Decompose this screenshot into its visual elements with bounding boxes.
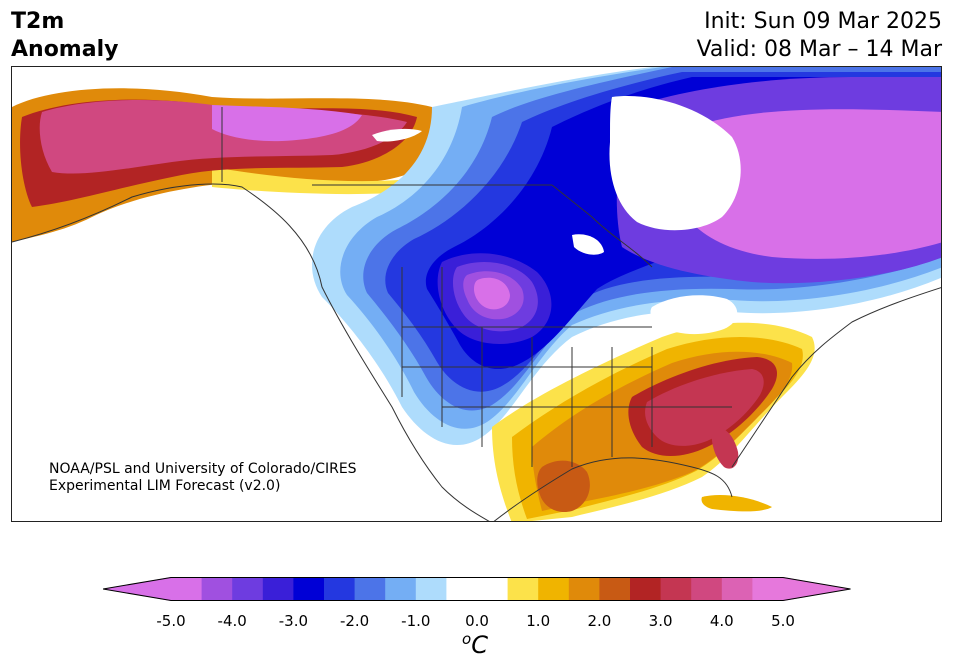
cold-anomaly-center	[474, 277, 510, 310]
gulf-coast	[493, 457, 733, 521]
coastline-west	[12, 183, 490, 521]
anomaly-map	[11, 66, 942, 522]
colorbar-segment	[385, 577, 417, 601]
forecast-dates: Init: Sun 09 Mar 2025 Valid: 08 Mar – 14…	[697, 8, 942, 64]
colorbar-tick-label: -4.0	[217, 612, 247, 630]
colorbar-segment	[324, 577, 356, 601]
colorbar-unit: oC	[462, 630, 488, 659]
credit-line-1: NOAA/PSL and University of Colorado/CIRE…	[49, 461, 357, 477]
colorbar-segment	[171, 577, 203, 601]
colorbar-segment	[477, 577, 509, 601]
credit-line-2: Experimental LIM Forecast (v2.0)	[49, 478, 281, 494]
colorbar-outline	[103, 577, 851, 601]
colorbar-segment	[691, 577, 723, 601]
colorbar-segment	[538, 577, 570, 601]
warm-anomaly-cuba	[701, 495, 772, 512]
colorbar-segment	[507, 577, 539, 601]
canada-us-border	[312, 184, 653, 268]
colorbar-segment	[752, 577, 784, 601]
colorbar-tick-label: -1.0	[401, 612, 431, 630]
colorbar-segment	[232, 577, 264, 601]
colorbar-tick-label: 0.0	[465, 612, 489, 630]
colorbar-segment	[660, 577, 692, 601]
init-date-label: Init: Sun 09 Mar 2025	[704, 9, 942, 34]
colorbar-segment	[568, 577, 600, 601]
great-lakes	[650, 295, 738, 335]
unit-symbol: C	[471, 631, 488, 659]
warm-anomaly-florida	[711, 426, 739, 469]
colorbar-tick-label: 5.0	[771, 612, 795, 630]
colorbar-tick-label: -3.0	[278, 612, 309, 630]
colorbar-tick-label: 2.0	[587, 612, 612, 630]
cold-anomaly-quebec-core	[682, 109, 941, 259]
anomaly-map-svg	[12, 67, 941, 521]
colorbar-ticks: -5.0 -4.0 -3.0 -2.0 -1.0 0.0 1.0 2.0 3.0 4.0 5.0	[0, 612, 954, 632]
colorbar-tick-label: 4.0	[709, 612, 734, 630]
credit-text: NOAA/PSL and University of Colorado/CIRE…	[49, 461, 357, 495]
east-coast	[731, 287, 941, 468]
colorbar-segment	[354, 577, 386, 601]
colorbar-over-arrow	[783, 577, 851, 601]
colorbar-tick-label: -2.0	[339, 612, 370, 630]
colorbar-segment	[201, 577, 233, 601]
colorbar-segment	[446, 577, 478, 601]
unit-degree: o	[462, 630, 472, 648]
colorbar-tick-label: 3.0	[648, 612, 673, 630]
colorbar-tick-label: 1.0	[526, 612, 551, 630]
state-lines	[401, 267, 732, 467]
colorbar-segment	[415, 577, 447, 601]
colorbar	[103, 577, 851, 601]
lake-great-bear	[372, 128, 422, 142]
colorbar-segment	[293, 577, 325, 601]
colorbar-under-arrow	[103, 577, 171, 601]
borders	[12, 107, 941, 521]
colorbar-segment	[630, 577, 662, 601]
warm-anomaly-alaska-purple	[212, 105, 362, 142]
title-line-1: T2m	[11, 9, 65, 34]
hudson-bay	[609, 96, 741, 231]
colorbar-segment	[599, 577, 631, 601]
colorbar-segment	[721, 577, 753, 601]
colorbar-segment	[262, 577, 294, 601]
warm-anomaly-texas	[537, 460, 590, 513]
title-line-2: Anomaly	[11, 37, 119, 62]
colorbar-tick-label: -5.0	[156, 612, 186, 630]
valid-date-label: Valid: 08 Mar – 14 Mar	[696, 37, 942, 62]
lake-winnipeg	[572, 234, 604, 255]
map-title: T2m Anomaly	[11, 8, 118, 64]
